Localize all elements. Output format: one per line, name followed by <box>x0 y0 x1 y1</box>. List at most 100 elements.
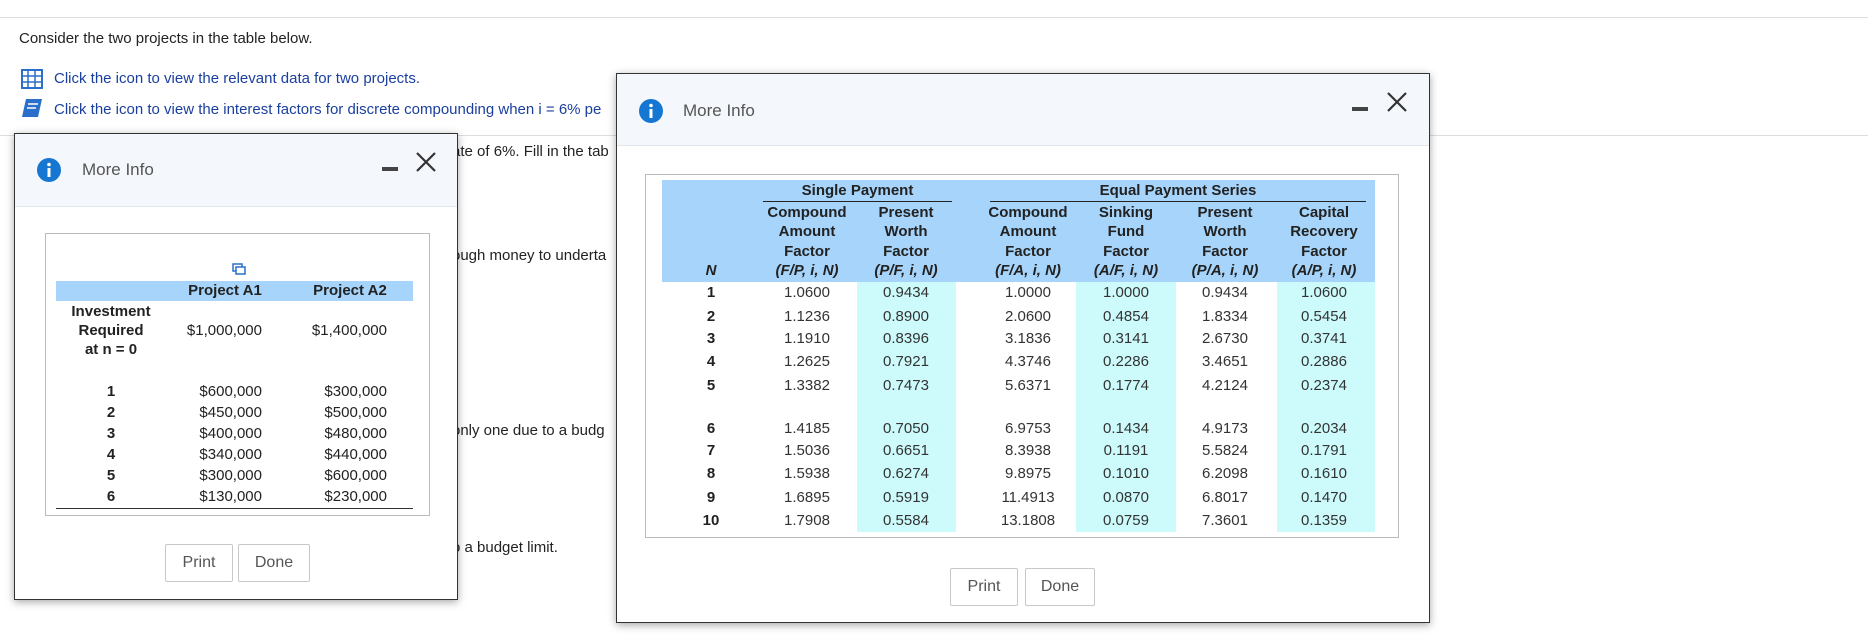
column-notation: (P/A, i, N) <box>1191 262 1259 279</box>
cell: 1.6895 <box>784 489 830 506</box>
cell: $300,000 <box>199 467 262 484</box>
column-notation: (F/P, i, N) <box>775 262 839 279</box>
row-label: Required <box>78 322 144 339</box>
cell: 0.5919 <box>883 489 929 506</box>
cell: 0.1359 <box>1301 512 1347 529</box>
content-box <box>645 174 1399 538</box>
cell: 0.5454 <box>1301 308 1347 325</box>
year-label: 4 <box>106 446 116 463</box>
cell: 5.5824 <box>1202 442 1248 459</box>
cell: $1,400,000 <box>311 322 387 339</box>
cell: 0.4854 <box>1103 308 1149 325</box>
cell: 0.7473 <box>883 377 929 394</box>
table-icon[interactable] <box>21 69 43 89</box>
table-bottom-rule <box>56 508 413 509</box>
cell: 0.1470 <box>1301 489 1347 506</box>
cell: 0.7050 <box>883 420 929 437</box>
cell: 1.5036 <box>784 442 830 459</box>
column-notation: (A/P, i, N) <box>1291 262 1357 279</box>
cell: $130,000 <box>199 488 262 505</box>
cell: $1,000,000 <box>186 322 262 339</box>
cell: 2.6730 <box>1202 330 1248 347</box>
cell: 0.6274 <box>883 465 929 482</box>
minimize-button[interactable] <box>1351 99 1369 117</box>
period-label: 2 <box>706 308 716 325</box>
link[interactable]: Click the icon to view the relevant data… <box>54 70 421 87</box>
group-header: Single Payment <box>757 182 958 200</box>
cell: 3.4651 <box>1202 353 1248 370</box>
column-header: Factor <box>784 243 830 260</box>
close-button[interactable] <box>415 151 437 173</box>
dialog-header <box>617 74 1429 146</box>
period-label: 3 <box>706 330 716 347</box>
cell: $480,000 <box>324 425 387 442</box>
column-header: Recovery <box>1290 223 1358 240</box>
column-notation: (A/F, i, N) <box>1093 262 1159 279</box>
group-rule <box>990 201 1366 202</box>
column-notation: (P/F, i, N) <box>874 262 938 279</box>
info-icon <box>37 158 61 182</box>
cell: 1.2625 <box>784 353 830 370</box>
highlight-column <box>1076 282 1176 532</box>
link[interactable]: Click the icon to view the interest fact… <box>54 101 602 118</box>
cell: 0.1791 <box>1301 442 1347 459</box>
button[interactable]: Done <box>1025 568 1095 606</box>
period-label: 5 <box>706 377 716 394</box>
column-header: Worth <box>884 223 928 240</box>
copy-icon[interactable] <box>232 263 246 275</box>
cell: 6.8017 <box>1202 489 1248 506</box>
column-header: Fund <box>1107 223 1145 240</box>
cell: 11.4913 <box>1001 489 1055 506</box>
cell: 0.2886 <box>1301 353 1347 370</box>
dialog-title: More Info <box>683 101 755 120</box>
cell: 0.9434 <box>1202 284 1248 301</box>
year-label: 5 <box>106 467 116 484</box>
period-label: 1 <box>706 284 716 301</box>
cell: 0.1774 <box>1103 377 1149 394</box>
cell: 0.3741 <box>1301 330 1347 347</box>
column-header: Factor <box>1005 243 1051 260</box>
cell: 1.0600 <box>784 284 830 301</box>
column-header: Amount <box>778 223 836 240</box>
intro-text: Consider the two projects in the table b… <box>19 30 313 47</box>
cell: $300,000 <box>324 383 387 400</box>
column-header: Worth <box>1203 223 1247 240</box>
period-label: 4 <box>706 353 716 370</box>
content-box <box>45 233 430 516</box>
background-text: only one due to a budg <box>452 422 605 439</box>
cell: $230,000 <box>324 488 387 505</box>
column-header: Factor <box>1103 243 1149 260</box>
cell: 0.5584 <box>883 512 929 529</box>
cell: 0.1010 <box>1103 465 1149 482</box>
cell: $600,000 <box>199 383 262 400</box>
cell: $400,000 <box>199 425 262 442</box>
cell: 1.4185 <box>784 420 830 437</box>
column-header: Factor <box>883 243 929 260</box>
cell: 0.3141 <box>1103 330 1149 347</box>
factors-dialog: More Info Single Payment Equal Payment Se… <box>616 73 1430 623</box>
cell: 4.2124 <box>1202 377 1248 394</box>
cell: 3.1836 <box>1005 330 1051 347</box>
book-icon[interactable] <box>21 97 43 119</box>
column-header: Factor <box>1202 243 1248 260</box>
cell: 0.2374 <box>1301 377 1347 394</box>
period-label: 10 <box>702 512 720 529</box>
button[interactable]: Print <box>165 544 233 582</box>
cell: 0.2286 <box>1103 353 1149 370</box>
column-header: Compound <box>988 204 1068 221</box>
cell: 0.0870 <box>1103 489 1149 506</box>
cell: $600,000 <box>324 467 387 484</box>
cell: 0.1434 <box>1103 420 1149 437</box>
minimize-button[interactable] <box>381 159 399 177</box>
button[interactable]: Print <box>950 568 1018 606</box>
close-button[interactable] <box>1386 91 1408 113</box>
year-label: 1 <box>106 383 116 400</box>
cell: 0.1610 <box>1301 465 1347 482</box>
year-label: 2 <box>106 404 116 421</box>
column-header: Amount <box>999 223 1057 240</box>
highlight-column <box>857 282 956 532</box>
cell: 1.5938 <box>784 465 830 482</box>
column-header: Project A1 <box>188 282 262 299</box>
button[interactable]: Done <box>238 544 310 582</box>
